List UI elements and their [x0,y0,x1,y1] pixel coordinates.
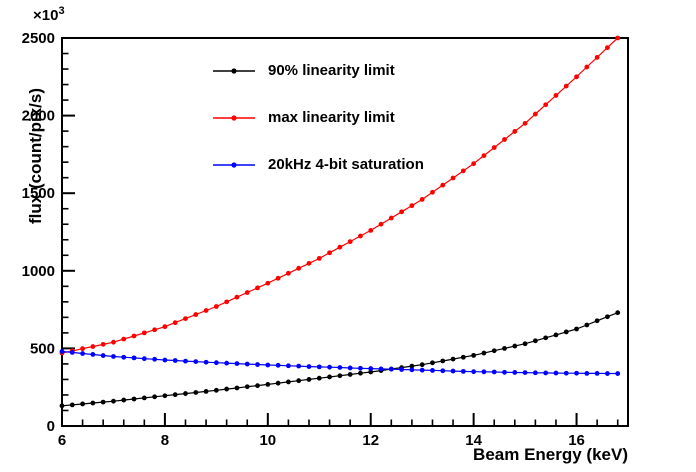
legend-label: max linearity limit [268,109,395,126]
x-tick-label: 6 [58,432,66,449]
y-tick-label: 2500 [22,30,55,47]
x-tick-label: 8 [161,432,169,449]
x-tick-label: 10 [259,432,276,449]
x-axis-title: Beam Energy (keV) [473,445,628,464]
legend-label: 20kHz 4-bit saturation [268,156,424,173]
legend-line-dot-icon [213,161,255,168]
legend: 90% linearity limit max linearity limit … [212,62,424,173]
legend-line-dot-icon [213,114,255,121]
y-tick-label: 2000 [22,108,55,125]
legend-entry-max-linearity: max linearity limit [212,109,424,126]
y-tick-label: 500 [30,340,55,357]
legend-label: 90% linearity limit [268,62,395,79]
series-markers-2 [59,349,621,376]
y-exponent-base: ×10 [33,7,59,24]
y-tick-label: 0 [47,418,55,435]
legend-line-dot-icon [213,67,255,74]
series-line-2 [61,350,618,375]
x-tick-label: 12 [362,432,379,449]
series-markers-0 [59,310,621,409]
y-axis-title: flux (count/pix/s) [26,88,45,224]
plot-frame [61,37,629,427]
legend-entry-saturation: 20kHz 4-bit saturation [212,156,424,173]
y-tick-label: 1500 [22,185,55,202]
legend-entry-90pct-linearity: 90% linearity limit [212,62,424,79]
x-tick-label: 16 [568,432,585,449]
y-tick-label: 1000 [22,263,55,280]
x-tick-label: 14 [465,432,482,449]
y-axis-exponent: ×103 [33,5,65,24]
series-markers-1 [59,35,621,356]
y-exponent-power: 3 [58,5,65,17]
